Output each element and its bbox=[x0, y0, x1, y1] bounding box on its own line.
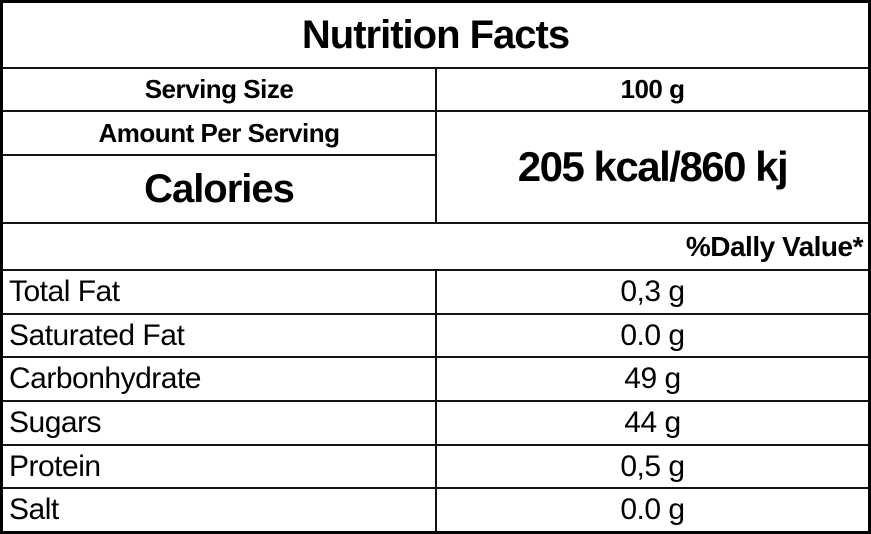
calories-label: Calories bbox=[144, 166, 295, 211]
calories-left-column: Amount Per Serving Calories bbox=[3, 112, 437, 222]
daily-value-header: %Dally Value* bbox=[685, 230, 864, 262]
nutrient-label: Salt bbox=[3, 489, 437, 532]
nutrient-label: Sugars bbox=[3, 402, 437, 444]
table-row-sugars: Sugars 44 g bbox=[3, 402, 868, 446]
nutrient-label: Carbonhydrate bbox=[3, 358, 437, 401]
nutrient-label: Saturated Fat bbox=[3, 314, 437, 357]
nutrient-value: 49 g bbox=[624, 362, 681, 396]
calories-value: 205 kcal/860 kj bbox=[517, 143, 789, 190]
title-row: Nutrition Facts bbox=[3, 3, 868, 69]
serving-size-label: Serving Size bbox=[3, 69, 437, 110]
serving-size-value: 100 g bbox=[620, 74, 686, 104]
table-row-saturated-fat: Saturated Fat 0.0 g bbox=[3, 314, 868, 359]
nutrient-value: 0,3 g bbox=[620, 274, 685, 308]
nutrient-value: 0.0 g bbox=[620, 493, 685, 527]
amount-per-serving-header: Amount Per Serving bbox=[3, 112, 435, 156]
table-row-salt: Salt 0.0 g bbox=[3, 489, 868, 532]
table-row-protein: Protein 0,5 g bbox=[3, 445, 868, 490]
table-row-total-fat: Total Fat 0,3 g bbox=[3, 271, 868, 315]
nutrient-label: Protein bbox=[3, 445, 437, 488]
table-row-carbonhydrate: Carbonhydrate 49 g bbox=[3, 358, 868, 403]
nutrient-label: Total Fat bbox=[3, 271, 437, 313]
page-title: Nutrition Facts bbox=[301, 12, 570, 57]
daily-value-header-row: %Dally Value* bbox=[3, 224, 868, 271]
calories-block: Amount Per Serving Calories 205 kcal/860… bbox=[3, 112, 868, 224]
nutrient-value: 44 g bbox=[624, 405, 681, 439]
nutrient-value: 0,5 g bbox=[620, 449, 685, 483]
nutrient-value: 0.0 g bbox=[620, 318, 685, 352]
serving-size-row: Serving Size 100 g bbox=[3, 69, 868, 112]
